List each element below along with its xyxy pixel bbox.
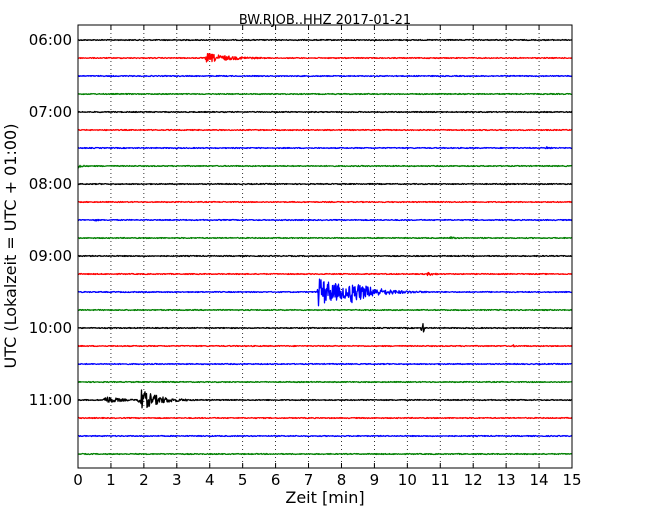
- seismogram-trace: [77, 236, 573, 240]
- tick-layer: 0 1 2 3 4 5 6 7 8 9 10 11 12 13 14 1506:0007:0008:0009:…: [29, 25, 582, 489]
- x-axis-label: Zeit [min]: [285, 488, 364, 507]
- seismogram-trace: [77, 146, 573, 150]
- seismogram-trace: [77, 128, 573, 132]
- seismogram-trace: [77, 416, 573, 420]
- x-tick-label: 12: [464, 471, 483, 489]
- x-tick-label: 14: [530, 471, 549, 489]
- x-tick-label: 13: [497, 471, 516, 489]
- y-tick-label: 08:00: [29, 175, 72, 193]
- seismogram-trace: [77, 92, 573, 96]
- x-tick-label: 6: [271, 471, 281, 489]
- seismogram-trace: [77, 278, 573, 307]
- seismogram-trace: [77, 74, 573, 78]
- x-tick-label: 10: [398, 471, 417, 489]
- seismogram-trace: [77, 200, 573, 204]
- x-tick-label: 5: [238, 471, 248, 489]
- seismogram-trace: [77, 344, 573, 348]
- seismogram-trace: [77, 323, 573, 333]
- x-tick-label: 3: [172, 471, 182, 489]
- y-tick-label: 07:00: [29, 103, 72, 121]
- grid-layer: [110, 25, 540, 468]
- seismogram-trace: [77, 164, 573, 169]
- seismogram-trace: [77, 434, 573, 438]
- y-tick-label: 09:00: [29, 247, 72, 265]
- seismogram-trace: [77, 362, 573, 366]
- x-tick-label: 15: [562, 471, 581, 489]
- trace-layer: [77, 38, 573, 456]
- chart-title: BW.RJOB..HHZ 2017-01-21: [239, 13, 411, 28]
- seismogram-trace: [77, 182, 573, 186]
- seismogram-trace: [77, 271, 573, 277]
- plot-frame: [77, 24, 573, 469]
- y-tick-label: 11:00: [29, 391, 72, 409]
- x-tick-label: 9: [370, 471, 380, 489]
- seismogram-trace: [77, 452, 573, 456]
- x-tick-label: 1: [106, 471, 116, 489]
- seismogram-trace: [77, 254, 573, 258]
- y-tick-label: 06:00: [29, 31, 72, 49]
- seismogram-trace: [77, 110, 573, 114]
- seismogram-trace: [77, 53, 573, 63]
- y-axis-label: UTC (Lokalzeit = UTC + 01:00): [1, 124, 20, 369]
- x-tick-label: 0: [73, 471, 83, 489]
- x-tick-label: 8: [337, 471, 347, 489]
- seismogram-trace: [77, 218, 573, 222]
- x-tick-label: 4: [205, 471, 215, 489]
- seismogram-trace: [77, 308, 573, 312]
- x-tick-label: 11: [431, 471, 450, 489]
- x-tick-label: 2: [139, 471, 149, 489]
- seismogram-trace: [77, 38, 573, 42]
- seismogram-trace: [77, 389, 573, 409]
- seismogram-trace: [77, 380, 573, 384]
- y-tick-label: 10:00: [29, 319, 72, 337]
- x-tick-label: 7: [304, 471, 314, 489]
